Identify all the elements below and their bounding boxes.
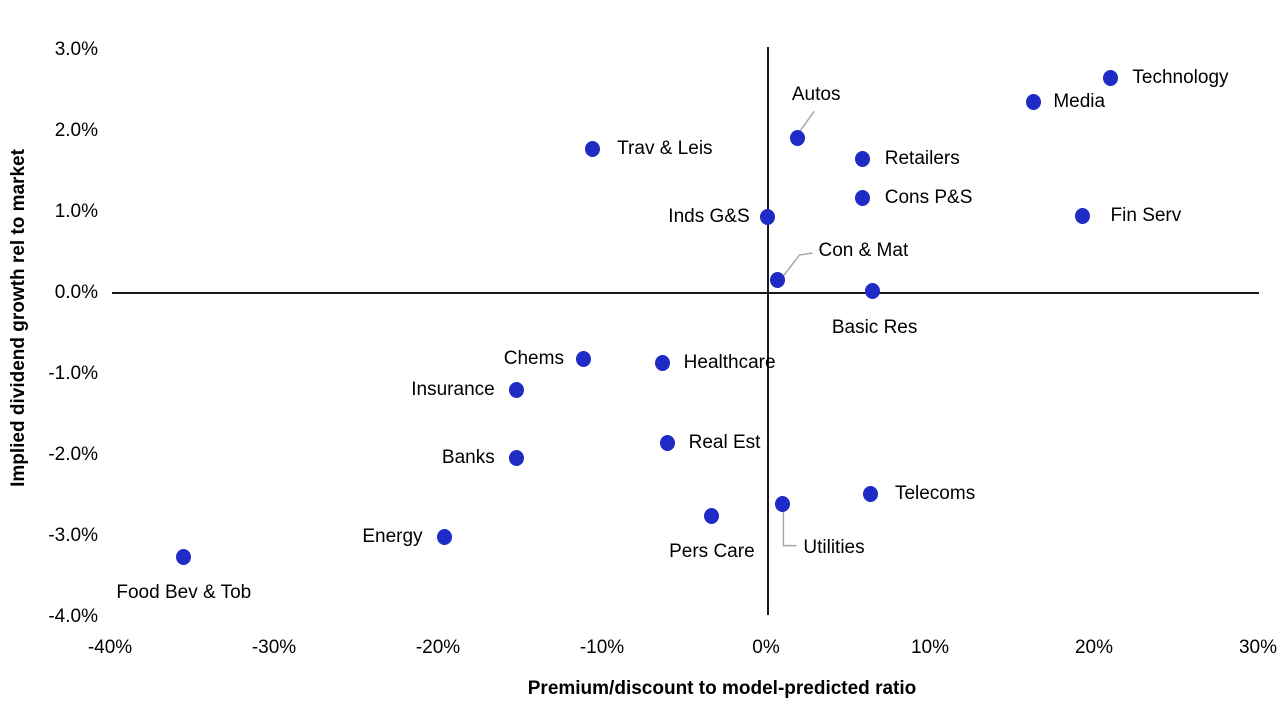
data-point-trav-leis (584, 140, 600, 157)
data-point-cons-p-s (855, 190, 871, 207)
point-label-energy: Energy (362, 525, 423, 547)
point-label-utilities: Utilities (803, 536, 865, 558)
data-point-technology (1102, 70, 1118, 87)
point-label-real-est: Real Est (688, 431, 761, 453)
point-label-cons-p-s: Cons P&S (884, 187, 973, 209)
x-axis-line (112, 292, 1259, 294)
point-label-basic-res: Basic Res (831, 316, 918, 338)
data-point-inds-g-s (760, 208, 776, 225)
data-point-utilities (774, 495, 790, 512)
data-point-food-bev-tob (176, 549, 192, 566)
leader-line-utilities (782, 511, 797, 547)
data-point-healthcare (655, 354, 671, 371)
data-point-insurance (509, 382, 525, 399)
x-tick-label-neg20: -20% (415, 637, 461, 658)
y-tick-label-1p0: 1.0% (54, 201, 98, 222)
x-tick-label-20: 20% (1074, 637, 1114, 658)
data-point-basic-res (865, 282, 881, 299)
x-tick-label-neg30: -30% (251, 637, 297, 658)
data-point-retailers (855, 151, 871, 168)
x-tick-label-0: 0% (752, 637, 780, 658)
x-axis-title: Premium/discount to model-predicted rati… (527, 678, 917, 699)
x-tick-label-neg10: -10% (579, 637, 625, 658)
leader-line-con-mat (781, 252, 813, 278)
data-point-banks (509, 450, 525, 467)
data-point-chems (576, 350, 592, 367)
point-label-media: Media (1053, 90, 1106, 112)
data-point-autos (789, 130, 805, 147)
y-tick-label-neg3p0: -3.0% (48, 525, 98, 546)
leader-line-autos (798, 110, 815, 133)
x-tick-label-neg40: -40% (87, 637, 133, 658)
y-axis-line (767, 47, 769, 615)
data-point-fin-serv (1075, 208, 1091, 225)
x-tick-label-10: 10% (910, 637, 950, 658)
x-tick-label-30: 30% (1238, 637, 1278, 658)
y-tick-label-neg1p0: -1.0% (48, 363, 98, 384)
data-point-real-est (660, 434, 676, 451)
point-label-technology: Technology (1132, 67, 1229, 89)
point-label-retailers: Retailers (884, 148, 960, 170)
point-label-food-bev-tob: Food Bev & Tob (116, 582, 252, 604)
y-tick-label-neg4p0: -4.0% (48, 606, 98, 627)
data-point-con-mat (769, 272, 785, 289)
point-label-telecoms: Telecoms (894, 482, 976, 504)
point-label-pers-care: Pers Care (669, 540, 755, 562)
point-label-healthcare: Healthcare (683, 351, 776, 373)
point-label-fin-serv: Fin Serv (1110, 205, 1182, 227)
point-label-trav-leis: Trav & Leis (617, 137, 713, 159)
data-point-pers-care (704, 507, 720, 524)
point-label-inds-g-s: Inds G&S (668, 205, 750, 227)
point-label-insurance: Insurance (411, 379, 495, 401)
point-label-con-mat: Con & Mat (818, 240, 909, 262)
point-label-autos: Autos (791, 84, 841, 106)
y-tick-label-3p0: 3.0% (54, 39, 98, 60)
point-label-banks: Banks (441, 447, 495, 469)
point-label-chems: Chems (503, 347, 564, 369)
y-tick-label-0p0: 0.0% (54, 282, 98, 303)
data-point-energy (437, 528, 453, 545)
data-point-media (1025, 93, 1041, 110)
y-tick-label-2p0: 2.0% (54, 120, 98, 141)
data-point-telecoms (863, 485, 879, 502)
y-tick-label-neg2p0: -2.0% (48, 444, 98, 465)
